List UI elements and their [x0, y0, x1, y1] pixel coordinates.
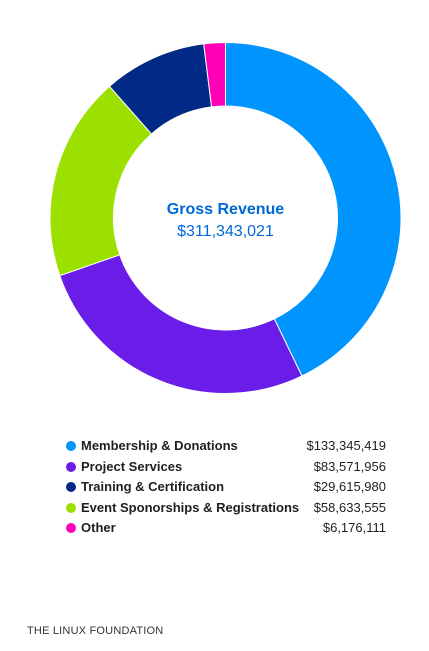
center-title: Gross Revenue: [167, 201, 284, 218]
legend-value: $83,571,956: [313, 458, 386, 474]
legend-swatch: [66, 441, 76, 452]
legend-value: $29,615,980: [313, 479, 386, 494]
legend-swatch: [66, 523, 76, 534]
legend-label: Project Services: [81, 458, 183, 474]
legend-item: Training & Certification $29,615,980: [66, 477, 386, 498]
donut-slices: [49, 41, 402, 394]
donut-chart: Gross Revenue $311,343,021: [49, 41, 402, 394]
slice-membership-donations: [225, 41, 402, 377]
slice-other: [203, 41, 226, 108]
legend-swatch: [66, 461, 76, 472]
legend-label: Other: [81, 520, 116, 535]
footer-brand: THE LINUX FOUNDATION: [27, 625, 164, 637]
legend-item: Project Services $83,571,956: [66, 457, 386, 478]
legend-label: Training & Certification: [81, 479, 225, 494]
legend-value: $133,345,419: [306, 438, 386, 453]
legend: Membership & Donations $133,345,419 Projec…: [66, 436, 386, 539]
slice-project-services: [59, 254, 303, 394]
legend-swatch: [66, 482, 76, 493]
center-value: $311,343,021: [177, 223, 274, 240]
legend-value: $58,633,555: [313, 499, 386, 515]
legend-label: Membership & Donations: [81, 438, 238, 453]
legend-swatch: [66, 502, 76, 513]
legend-value: $6,176,111: [322, 520, 386, 535]
legend-item: Event Sponorships & Registrations $58,633…: [66, 498, 386, 519]
legend-item: Other $6,176,111: [66, 518, 386, 539]
legend-item: Membership & Donations $133,345,419: [66, 436, 386, 457]
legend-label: Event Sponorships & Registrations: [81, 499, 300, 515]
